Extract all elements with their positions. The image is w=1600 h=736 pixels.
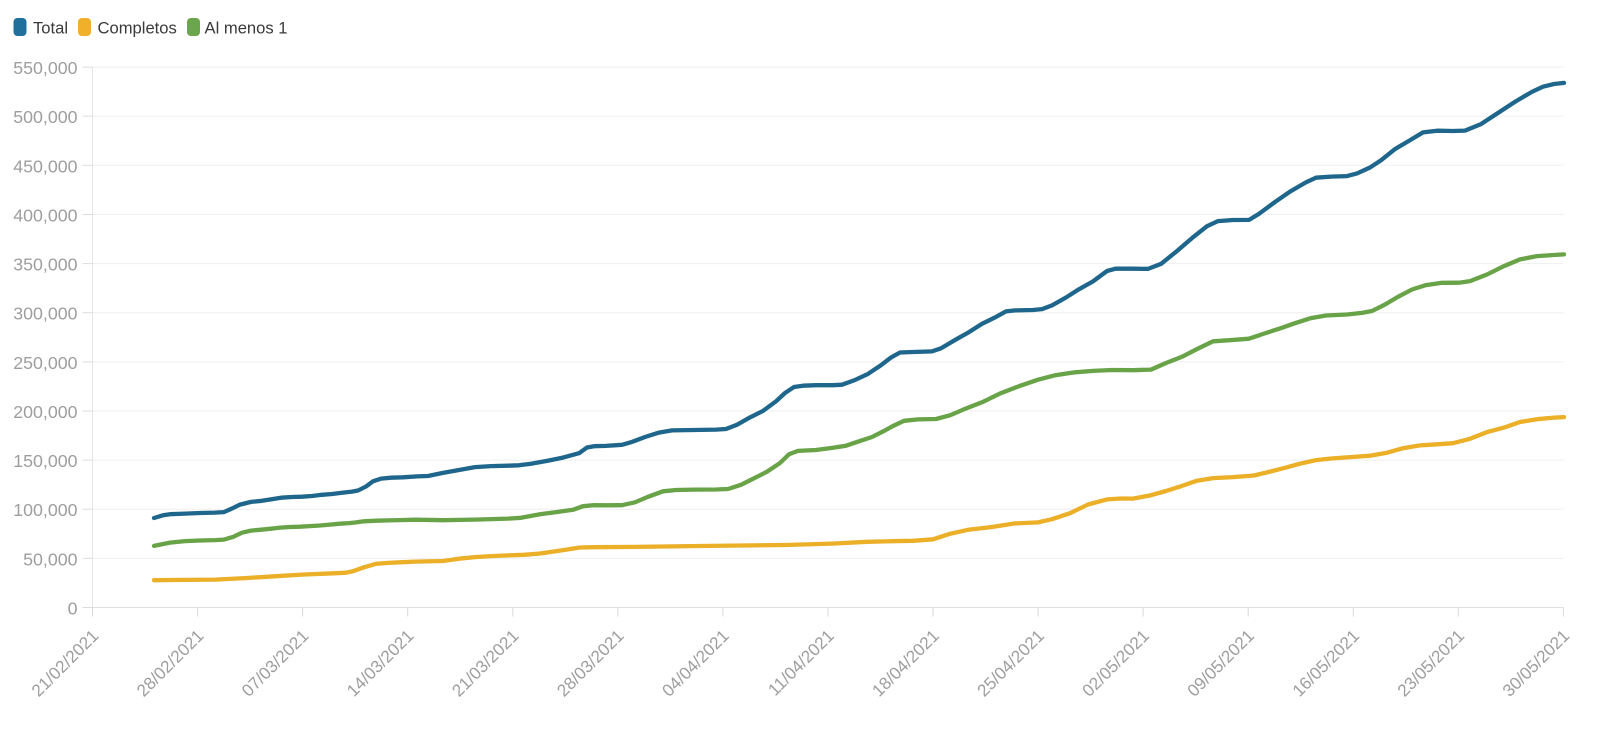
- svg-text:150,000: 150,000: [13, 451, 77, 471]
- svg-text:250,000: 250,000: [13, 353, 77, 373]
- svg-text:Al menos 1: Al menos 1: [205, 19, 288, 38]
- svg-text:Completos: Completos: [98, 19, 177, 38]
- svg-text:350,000: 350,000: [13, 255, 77, 275]
- svg-text:Total: Total: [33, 19, 68, 38]
- svg-text:50,000: 50,000: [23, 549, 77, 569]
- svg-text:300,000: 300,000: [13, 304, 77, 324]
- svg-text:450,000: 450,000: [13, 156, 77, 176]
- svg-text:0: 0: [68, 599, 78, 619]
- svg-text:400,000: 400,000: [13, 206, 77, 226]
- svg-text:550,000: 550,000: [13, 58, 77, 78]
- svg-text:100,000: 100,000: [13, 500, 77, 520]
- svg-text:200,000: 200,000: [13, 402, 77, 422]
- svg-text:500,000: 500,000: [13, 107, 77, 127]
